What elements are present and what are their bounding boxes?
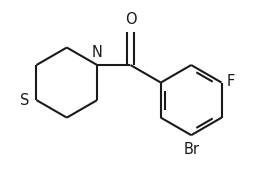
Text: F: F: [227, 74, 235, 89]
Text: Br: Br: [183, 142, 199, 157]
Text: N: N: [92, 45, 103, 60]
Text: S: S: [20, 93, 30, 108]
Text: O: O: [125, 12, 136, 27]
